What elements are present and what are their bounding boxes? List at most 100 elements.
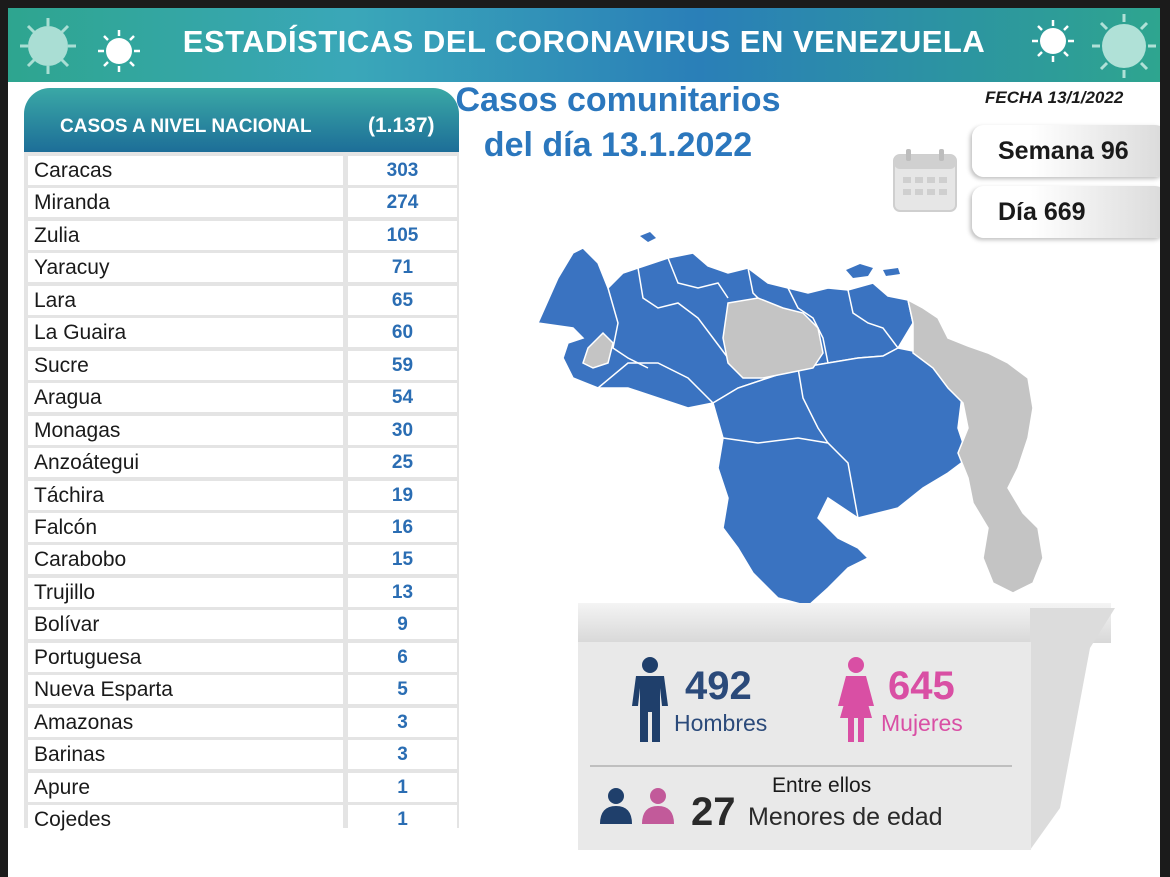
cases-table: Caracas 303 Miranda 274 Zulia 105 Yaracuy 71 Lar… <box>24 152 459 834</box>
header-banner: ESTADÍSTICAS DEL CORONAVIRUS EN VENEZUEL… <box>8 8 1160 82</box>
women-label: Mujeres <box>881 710 963 736</box>
table-row: Cojedes 1 <box>28 805 457 834</box>
map-gray-maracaibo <box>582 331 614 369</box>
state-cases: 105 <box>348 220 457 250</box>
state-cases: 54 <box>348 383 457 413</box>
women-count: 645 <box>888 664 955 708</box>
state-name: Trujillo <box>28 577 343 607</box>
state-name: Apure <box>28 772 343 802</box>
virus-icon <box>1092 14 1156 78</box>
title-line-1: Casos comunitarios <box>455 81 781 119</box>
state-name: Zulia <box>28 220 343 250</box>
state-name: Carabobo <box>28 545 343 575</box>
week-text: Semana 96 <box>998 137 1129 165</box>
page-title: ESTADÍSTICAS DEL CORONAVIRUS EN VENEZUEL… <box>182 24 986 59</box>
table-row: Barinas 3 <box>28 740 457 770</box>
state-cases: 9 <box>348 610 457 640</box>
state-cases: 274 <box>348 188 457 218</box>
state-cases: 30 <box>348 415 457 445</box>
man-icon <box>632 657 668 742</box>
map-south <box>712 347 969 607</box>
state-name: Yaracuy <box>28 253 343 283</box>
woman-icon <box>838 657 874 742</box>
state-cases: 5 <box>348 675 457 705</box>
state-name: Cojedes <box>28 805 343 834</box>
state-cases: 3 <box>348 707 457 737</box>
map-island-margarita <box>846 264 873 278</box>
map-gray-east <box>906 298 1044 594</box>
state-cases: 1 <box>348 805 457 834</box>
state-name: Aragua <box>28 383 343 413</box>
minors-count: 27 <box>691 790 736 834</box>
state-cases: 303 <box>348 156 457 185</box>
state-cases: 15 <box>348 545 457 575</box>
table-row: Caracas 303 <box>28 156 457 185</box>
state-name: Barinas <box>28 740 343 770</box>
state-name: Nueva Esparta <box>28 675 343 705</box>
state-cases: 3 <box>348 740 457 770</box>
table-row: Portuguesa 6 <box>28 642 457 672</box>
state-name: Amazonas <box>28 707 343 737</box>
table-row: Yaracuy 71 <box>28 253 457 283</box>
day-badge: Día 669 <box>972 186 1160 238</box>
community-cases-title: Casos comunitarios del día 13.1.2022 <box>448 78 788 168</box>
table-row: Aragua 54 <box>28 383 457 413</box>
calendar-icon <box>893 149 957 212</box>
table-row: Trujillo 13 <box>28 577 457 607</box>
title-line-2: del día 13.1.2022 <box>483 126 753 164</box>
state-name: Caracas <box>28 156 343 185</box>
virus-icon <box>98 30 140 72</box>
stats-pedestal <box>578 603 1111 643</box>
national-total: (1.137) <box>368 114 435 137</box>
child-girl-icon <box>642 788 674 824</box>
state-cases: 19 <box>348 480 457 510</box>
state-name: Falcón <box>28 512 343 542</box>
table-row: Zulia 105 <box>28 220 457 250</box>
map-island-small <box>883 268 900 276</box>
venezuela-map <box>536 232 1044 607</box>
state-cases: 6 <box>348 642 457 672</box>
virus-icon <box>20 18 76 74</box>
men-count: 492 <box>685 664 752 708</box>
among-label: Entre ellos <box>772 774 872 797</box>
table-row: Monagas 30 <box>28 415 457 445</box>
state-name: Portuguesa <box>28 642 343 672</box>
state-cases: 1 <box>348 772 457 802</box>
day-text: Día 669 <box>998 198 1086 226</box>
state-cases: 25 <box>348 448 457 478</box>
table-row: Carabobo 15 <box>28 545 457 575</box>
state-name: Sucre <box>28 350 343 380</box>
table-row: Bolívar 9 <box>28 610 457 640</box>
state-cases: 16 <box>348 512 457 542</box>
state-name: Táchira <box>28 480 343 510</box>
table-row: Amazonas 3 <box>28 707 457 737</box>
stats-wing <box>1030 608 1115 850</box>
table-row: Táchira 19 <box>28 480 457 510</box>
table-row: Lara 65 <box>28 285 457 315</box>
table-row: Nueva Esparta 5 <box>28 675 457 705</box>
map-island-orchila <box>640 232 656 242</box>
stats-divider <box>590 765 1012 767</box>
table-row: Miranda 274 <box>28 188 457 218</box>
state-name: Bolívar <box>28 610 343 640</box>
table-heading: CASOS A NIVEL NACIONAL <box>60 116 312 137</box>
minors-label: Menores de edad <box>748 803 943 831</box>
state-cases: 65 <box>348 285 457 315</box>
virus-icon <box>1032 20 1074 62</box>
map-gray-guarico <box>722 297 824 379</box>
date-label: FECHA 13/1/2022 <box>985 88 1124 107</box>
state-cases: 71 <box>348 253 457 283</box>
state-name: La Guaira <box>28 318 343 348</box>
state-name: Monagas <box>28 415 343 445</box>
state-name: Lara <box>28 285 343 315</box>
table-row: La Guaira 60 <box>28 318 457 348</box>
table-row: Falcón 16 <box>28 512 457 542</box>
infographic: ESTADÍSTICAS DEL CORONAVIRUS EN VENEZUEL… <box>8 8 1160 877</box>
table-row: Sucre 59 <box>28 350 457 380</box>
state-cases: 59 <box>348 350 457 380</box>
state-cases: 60 <box>348 318 457 348</box>
men-label: Hombres <box>674 710 768 736</box>
table-header: CASOS A NIVEL NACIONAL (1.137) <box>24 88 459 152</box>
state-cases: 13 <box>348 577 457 607</box>
state-name: Miranda <box>28 188 343 218</box>
